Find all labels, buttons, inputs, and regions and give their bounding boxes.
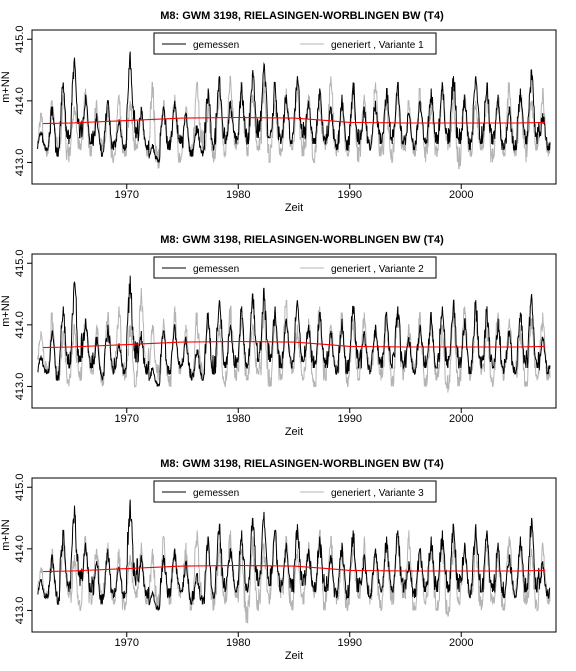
y-axis-label: m+NN <box>0 71 12 103</box>
trend-line <box>43 340 545 349</box>
plot-frame <box>31 477 557 633</box>
legend-label-gemessen: gemessen <box>193 264 239 275</box>
plot-frame <box>31 253 557 409</box>
x-axis-label: Zeit <box>285 650 303 662</box>
x-axis-label: Zeit <box>285 426 303 438</box>
x-tick-label: 1990 <box>338 413 362 425</box>
series-line-gemessen <box>37 51 551 163</box>
legend-label-generiert: generiert , Variante 1 <box>331 40 424 51</box>
legend-box <box>153 256 437 279</box>
series-line-generiert <box>37 287 551 393</box>
y-tick-label: 413.0 <box>14 149 26 177</box>
legend-box <box>153 480 437 503</box>
y-tick-label: 415.0 <box>14 25 26 53</box>
trend-line <box>43 564 545 573</box>
legend: gemessen generiert , Variante 2 <box>153 256 437 279</box>
legend-box <box>153 32 437 55</box>
x-tick-label: 1970 <box>115 189 139 201</box>
plot-frame <box>31 29 557 185</box>
chart-panel-3: M8: GWM 3198, RIELASINGEN-WORBLINGEN BW … <box>0 458 557 662</box>
plot-area <box>37 51 551 170</box>
y-tick-label: 415.0 <box>14 249 26 277</box>
legend-label-generiert: generiert , Variante 3 <box>331 488 424 499</box>
chart-panel-2: M8: GWM 3198, RIELASINGEN-WORBLINGEN BW … <box>0 234 557 438</box>
legend-label-generiert: generiert , Variante 2 <box>331 264 424 275</box>
y-tick-label: 413.0 <box>14 597 26 625</box>
y-tick-label: 413.0 <box>14 373 26 401</box>
x-tick-label: 2000 <box>449 189 473 201</box>
legend-label-gemessen: gemessen <box>193 488 239 499</box>
x-tick-label: 1990 <box>338 637 362 649</box>
x-tick-label: 1970 <box>115 413 139 425</box>
x-tick-label: 2000 <box>449 413 473 425</box>
legend: gemessen generiert , Variante 3 <box>153 480 437 503</box>
y-axis-label: m+NN <box>0 295 12 327</box>
x-tick-label: 2000 <box>449 637 473 649</box>
x-tick-label: 1980 <box>226 637 250 649</box>
series-line-gemessen <box>37 275 551 387</box>
plot-area <box>37 499 551 624</box>
series-line-gemessen <box>37 499 551 611</box>
x-axis-label: Zeit <box>285 202 303 214</box>
chart-panel-1: M8: GWM 3198, RIELASINGEN-WORBLINGEN BW … <box>0 10 557 214</box>
x-tick-label: 1990 <box>338 189 362 201</box>
y-tick-label: 414.0 <box>14 535 26 563</box>
legend-label-gemessen: gemessen <box>193 40 239 51</box>
y-axis-label: m+NN <box>0 519 12 551</box>
x-tick-label: 1980 <box>226 189 250 201</box>
chart-title: M8: GWM 3198, RIELASINGEN-WORBLINGEN BW … <box>160 458 444 470</box>
trend-line <box>43 116 545 125</box>
legend: gemessen generiert , Variante 1 <box>153 32 437 55</box>
chart-title: M8: GWM 3198, RIELASINGEN-WORBLINGEN BW … <box>160 234 444 246</box>
y-tick-label: 415.0 <box>14 473 26 501</box>
y-tick-label: 414.0 <box>14 87 26 115</box>
chart-title: M8: GWM 3198, RIELASINGEN-WORBLINGEN BW … <box>160 10 444 22</box>
plot-area <box>37 275 551 393</box>
y-tick-label: 414.0 <box>14 311 26 339</box>
x-tick-label: 1970 <box>115 637 139 649</box>
x-tick-label: 1980 <box>226 413 250 425</box>
